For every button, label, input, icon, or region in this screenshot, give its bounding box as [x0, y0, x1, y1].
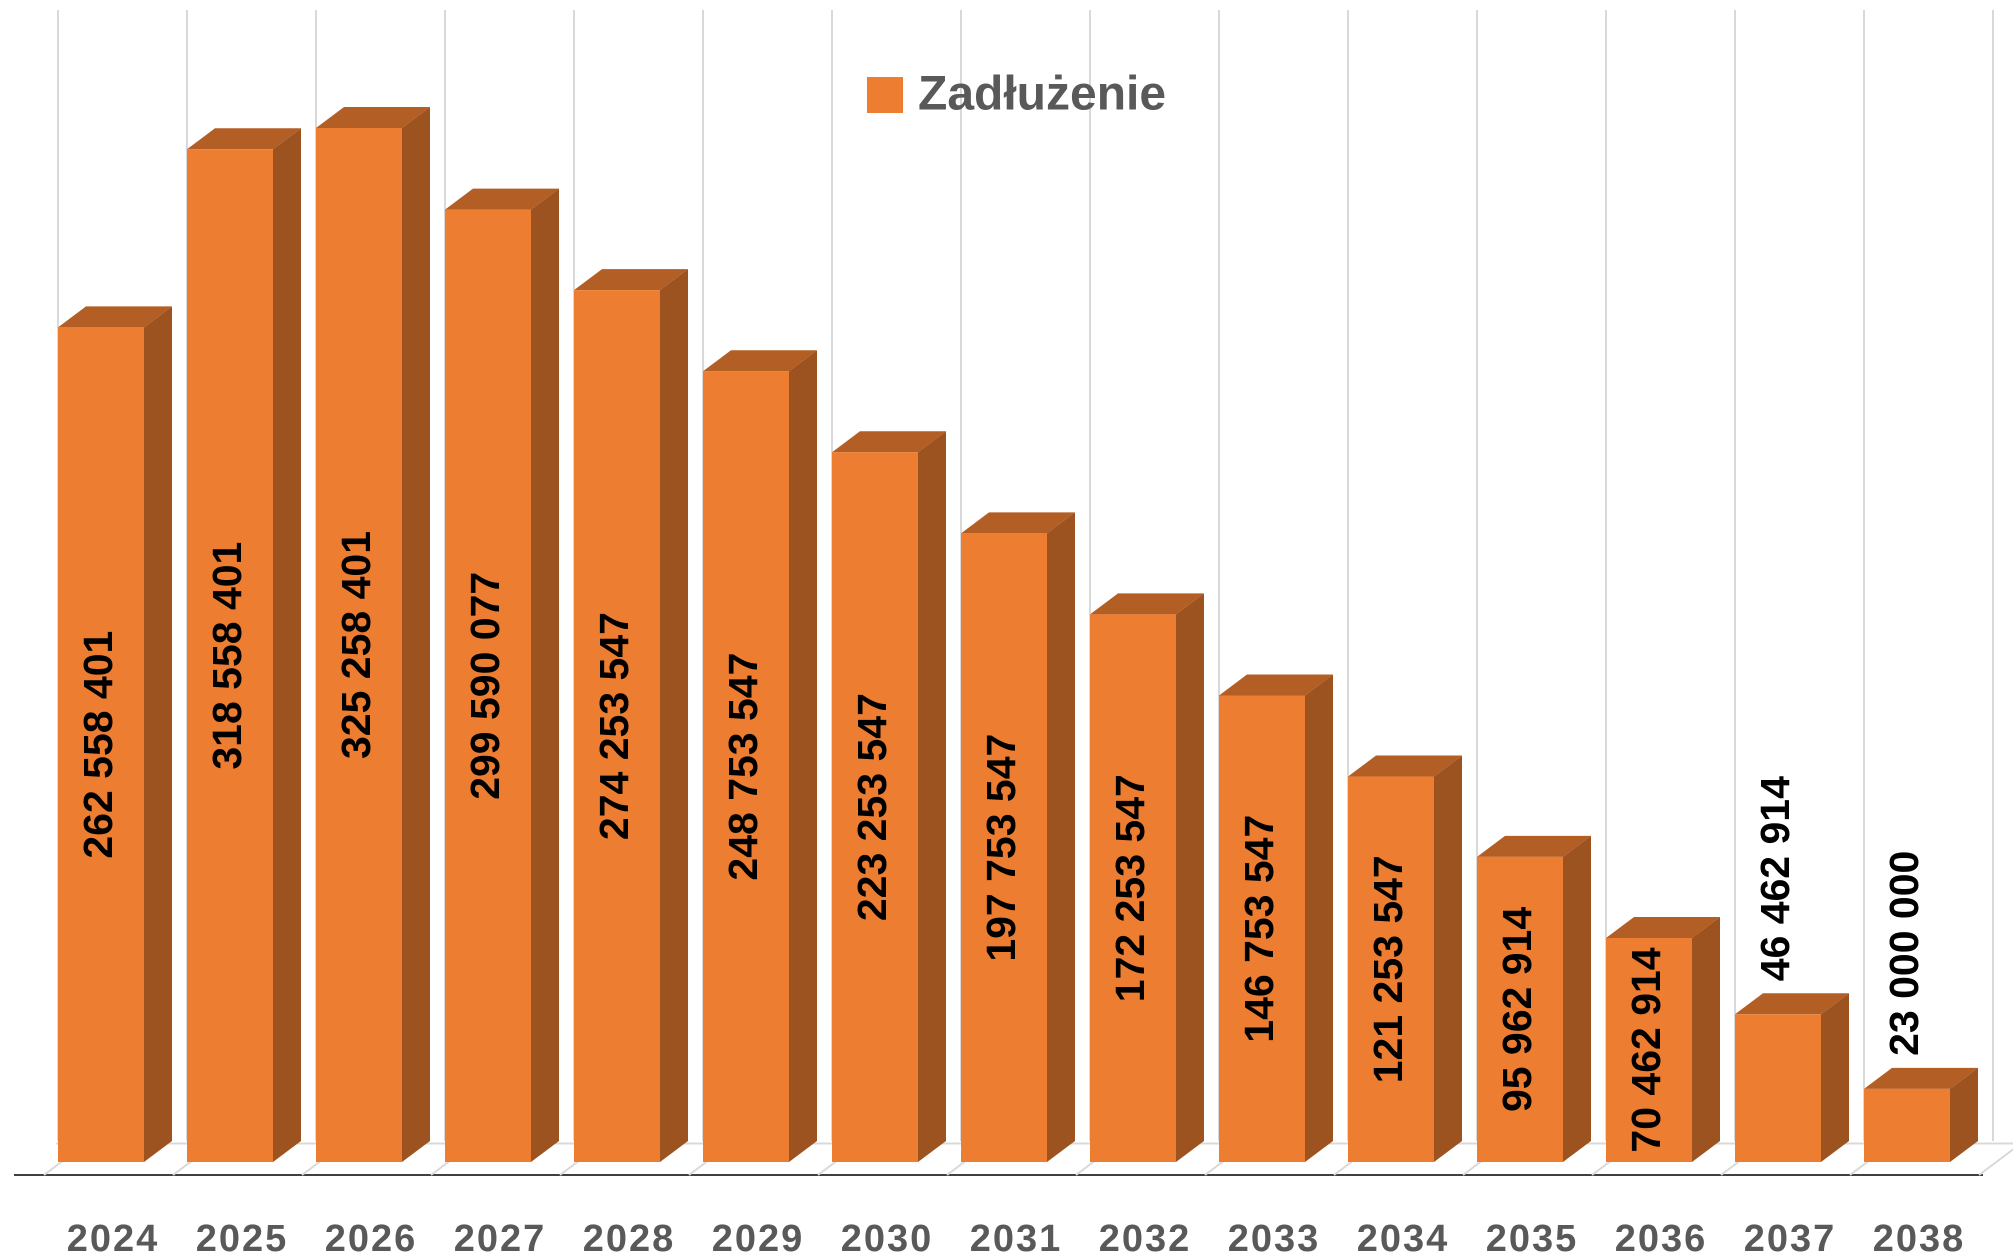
- floor-divider: [1978, 1148, 2013, 1176]
- bar: [1219, 674, 1333, 1162]
- x-tick-label: 2024: [67, 1218, 160, 1260]
- data-label: 197 753 547: [978, 734, 1024, 962]
- bar-top: [1090, 593, 1204, 615]
- bar: [1606, 916, 1720, 1162]
- x-tick-label: 2034: [1357, 1218, 1450, 1260]
- bar-side: [402, 107, 430, 1162]
- x-tick-label: 2035: [1486, 1218, 1579, 1260]
- bar-top: [703, 350, 817, 372]
- bar: [574, 269, 688, 1162]
- data-label: 248 753 547: [720, 653, 766, 881]
- x-tick-label: 2037: [1744, 1218, 1837, 1260]
- data-label: 70 462 914: [1623, 947, 1669, 1152]
- bar-top: [445, 188, 559, 210]
- bar-side: [1305, 674, 1333, 1162]
- x-tick-label: 2038: [1873, 1218, 1966, 1260]
- bar-top: [1606, 916, 1720, 938]
- bar: [187, 128, 301, 1163]
- data-label: 299 590 077: [462, 572, 508, 800]
- bar-front: [58, 327, 144, 1162]
- x-tick-label: 2033: [1228, 1218, 1321, 1260]
- bar-top: [574, 269, 688, 291]
- bar-front: [703, 371, 789, 1162]
- bar-front: [187, 149, 273, 1162]
- bar-side: [531, 188, 559, 1163]
- bar-front: [832, 452, 918, 1162]
- bar: [58, 306, 172, 1162]
- bar-front: [1477, 856, 1563, 1162]
- data-label: 23 000 000: [1881, 851, 1927, 1056]
- x-tick-label: 2031: [970, 1218, 1063, 1260]
- bar-top: [1219, 674, 1333, 696]
- bar-top: [1348, 755, 1462, 777]
- x-tick-label: 2027: [454, 1218, 547, 1260]
- bar-front: [1735, 1014, 1821, 1162]
- bar-side: [1950, 1067, 1978, 1162]
- bar-side: [660, 269, 688, 1162]
- bar-side: [144, 306, 172, 1162]
- data-label: 318 558 401: [204, 542, 250, 770]
- data-label: 121 253 547: [1365, 855, 1411, 1083]
- bar-top: [832, 431, 946, 453]
- bar-front: [1219, 695, 1305, 1162]
- bar-top: [316, 107, 430, 128]
- bar: [1477, 835, 1591, 1162]
- bars: [58, 107, 1978, 1163]
- x-tick-label: 2028: [583, 1218, 676, 1260]
- bar-top: [58, 306, 172, 328]
- bar: [703, 350, 817, 1162]
- data-label: 172 253 547: [1107, 774, 1153, 1002]
- bar: [832, 431, 946, 1162]
- bar: [1348, 755, 1462, 1162]
- x-tick-label: 2036: [1615, 1218, 1708, 1260]
- bar-front: [445, 209, 531, 1163]
- data-label: 146 753 547: [1236, 815, 1282, 1043]
- bar-front: [316, 128, 402, 1162]
- x-tick-label: 2032: [1099, 1218, 1192, 1260]
- x-tick-label: 2025: [196, 1218, 289, 1260]
- bar-top: [1864, 1067, 1978, 1089]
- labels: 2024 262 558 401 2025 318 558 401 2026 325 25…: [67, 531, 1966, 1260]
- data-label: 325 258 401: [333, 531, 379, 759]
- data-label: 46 462 914: [1752, 776, 1798, 981]
- bar-side: [1692, 916, 1720, 1162]
- bar-side: [918, 431, 946, 1162]
- bar-side: [1563, 835, 1591, 1162]
- bar: [1864, 1067, 1978, 1162]
- bar-top: [1477, 835, 1591, 857]
- bar-top: [1735, 993, 1849, 1015]
- bar: [1735, 993, 1849, 1162]
- bar-side: [1434, 755, 1462, 1162]
- bar: [445, 188, 559, 1163]
- legend-swatch: [867, 77, 903, 113]
- bar-front: [961, 533, 1047, 1162]
- bar-side: [1047, 512, 1075, 1162]
- bar-front: [1348, 776, 1434, 1162]
- bar: [316, 107, 430, 1162]
- bar-front: [1606, 937, 1692, 1162]
- bar-front: [1864, 1088, 1950, 1162]
- legend-label: Zadłużenie: [918, 68, 1166, 121]
- bar-front: [574, 290, 660, 1162]
- bar-side: [1821, 993, 1849, 1162]
- data-label: 95 962 914: [1494, 907, 1540, 1112]
- bar-top: [187, 128, 301, 150]
- bar: [961, 512, 1075, 1162]
- bar-side: [789, 350, 817, 1162]
- data-label: 274 253 547: [591, 612, 637, 840]
- x-tick-label: 2029: [712, 1218, 805, 1260]
- data-label: 262 558 401: [75, 631, 121, 859]
- bar-top: [961, 512, 1075, 534]
- x-tick-label: 2030: [841, 1218, 934, 1260]
- legend: Zadłużenie: [867, 68, 1166, 121]
- bar: [1090, 593, 1204, 1162]
- x-tick-label: 2026: [325, 1218, 418, 1260]
- bar-side: [273, 128, 301, 1163]
- bar-side: [1176, 593, 1204, 1162]
- bar-front: [1090, 614, 1176, 1162]
- data-label: 223 253 547: [849, 693, 895, 921]
